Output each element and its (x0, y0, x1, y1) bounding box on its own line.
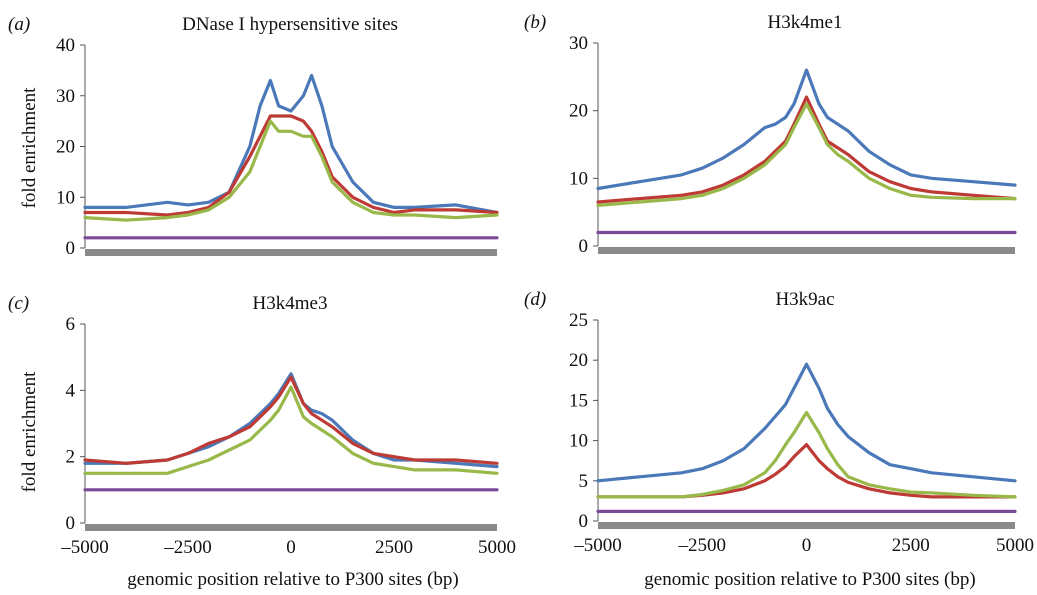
panel-d-y-tick-label: 15 (569, 390, 588, 411)
panel-d-y-tick-label: 20 (569, 350, 588, 371)
panel-d-x-axis (598, 522, 1015, 529)
panel-b-series-blue (596, 68, 1017, 191)
panel-d-y-tick-label: 10 (569, 431, 588, 452)
panel-c-x-tick-label: 5000 (478, 537, 516, 558)
panel-c-y-tick-label: 4 (66, 380, 76, 401)
panel-b-y-tick-label: 30 (569, 33, 588, 54)
panel-d-y-tick-label: 25 (569, 310, 588, 331)
panel-b-y-tick-label: 10 (569, 168, 588, 189)
x-axis-label-right: genomic position relative to P300 sites … (644, 569, 975, 590)
panel-b: (b) H3k4me1 0 10 20 30 (524, 12, 1017, 257)
panel-b-title: H3k4me1 (768, 12, 843, 33)
panel-b-label: (b) (524, 12, 546, 33)
panel-d-series-blue (596, 362, 1017, 483)
panel-c-title: H3k4me3 (253, 293, 328, 314)
panel-c-x-tick-label: 2500 (375, 537, 413, 558)
panel-a-series-blue (83, 73, 499, 215)
panel-b-series-green (596, 102, 1017, 207)
panel-c-x-tick-label: –5000 (60, 537, 109, 558)
panel-d: (d) H3k9ac 0 5 10 15 20 25 –5000 –2500 0 2500 5000 (524, 289, 1034, 556)
x-axis-label-left: genomic position relative to P300 sites … (127, 569, 458, 590)
panel-a-y-tick-label: 10 (56, 187, 75, 208)
panel-d-title: H3k9ac (775, 289, 834, 310)
panel-c-series-red (83, 375, 499, 465)
panel-b-y-tick-label: 20 (569, 101, 588, 122)
panel-a-y-tick-label: 20 (56, 137, 75, 158)
panel-c-x-tick-label: 0 (286, 537, 296, 558)
panel-a-x-axis (85, 249, 497, 256)
panel-c-y-tick-label: 0 (66, 513, 76, 534)
panel-a-title: DNase I hypersensitive sites (182, 14, 398, 35)
panel-b-x-axis (598, 247, 1015, 254)
panel-c-y-tick-label: 2 (66, 447, 76, 468)
panel-d-y-tick-label: 0 (579, 511, 589, 532)
panel-c: (c) H3k4me3 0 2 4 6 –5000 –2500 0 2500 5000 (8, 293, 516, 558)
panel-a-y-tick-label: 0 (66, 238, 76, 259)
panel-a-label: (a) (8, 14, 30, 35)
panel-a-y-tick-label: 30 (56, 86, 75, 107)
panel-c-label: (c) (8, 293, 29, 314)
panel-d-label: (d) (524, 289, 546, 310)
y-axis-label-bottom: fold enrichment (19, 371, 40, 493)
panel-b-series-red (596, 95, 1017, 204)
panel-d-x-tick-label: –5000 (573, 535, 622, 556)
panel-d-x-tick-label: –2500 (678, 535, 727, 556)
panel-a-series-red (83, 114, 499, 217)
panel-d-x-tick-label: 2500 (892, 535, 930, 556)
panel-c-y-tick-label: 6 (66, 314, 76, 335)
panel-d-y-tick-label: 5 (579, 471, 589, 492)
panel-d-series-green (596, 410, 1017, 499)
panel-a: (a) DNase I hypersensitive sites 0 10 20 30 40 (8, 14, 499, 259)
panel-a-series-green (83, 119, 499, 222)
panel-c-x-axis (85, 524, 497, 531)
panel-c-series-green (83, 385, 499, 475)
panel-c-x-tick-label: –2500 (163, 537, 212, 558)
y-axis-label-top: fold enrichment (19, 87, 40, 209)
panel-d-x-tick-label: 0 (802, 535, 812, 556)
panel-b-y-tick-label: 0 (579, 236, 589, 257)
panel-d-series-red (596, 443, 1017, 499)
panel-d-x-tick-label: 5000 (996, 535, 1034, 556)
panel-a-y-tick-label: 40 (56, 35, 75, 56)
chart-panels: (a) DNase I hypersensitive sites010203040… (8, 12, 1034, 558)
